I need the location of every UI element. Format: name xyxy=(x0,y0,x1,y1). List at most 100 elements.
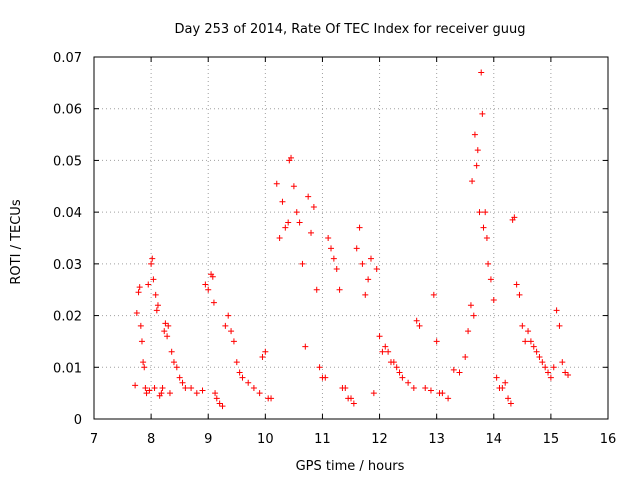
data-point xyxy=(299,260,306,267)
data-point xyxy=(396,369,403,376)
data-point xyxy=(539,359,546,366)
axis-ticks: 7 8 9 10 11 12 13 14 15 16 0 0.01 0.02 0.03 0.04 0.05 0.… xyxy=(53,51,616,447)
data-point xyxy=(353,245,360,252)
data-point xyxy=(416,322,423,329)
plot-frame xyxy=(93,56,609,420)
data-point xyxy=(137,322,144,329)
data-point xyxy=(522,338,529,345)
data-point xyxy=(146,387,153,394)
data-point xyxy=(268,395,275,402)
data-point xyxy=(152,291,159,298)
data-point xyxy=(288,154,295,161)
data-point xyxy=(199,387,206,394)
data-point xyxy=(212,390,219,397)
data-point xyxy=(153,307,160,314)
y-tick-label: 0.06 xyxy=(53,103,82,118)
data-point xyxy=(296,219,303,226)
data-point xyxy=(410,384,417,391)
data-point xyxy=(356,224,363,231)
data-point xyxy=(471,131,478,138)
x-tick-label: 9 xyxy=(204,432,212,447)
data-point xyxy=(330,255,337,262)
data-point xyxy=(350,400,357,407)
data-point xyxy=(487,276,494,283)
x-tick-label: 14 xyxy=(486,432,503,447)
data-point xyxy=(365,276,372,283)
data-point xyxy=(556,322,563,329)
y-tick-label: 0 xyxy=(74,413,82,428)
data-point xyxy=(282,224,289,231)
data-point xyxy=(142,384,149,391)
data-point xyxy=(565,372,572,379)
data-point xyxy=(370,390,377,397)
data-point xyxy=(469,178,476,185)
data-point xyxy=(525,328,532,335)
data-point xyxy=(467,302,474,309)
data-point xyxy=(209,273,216,280)
data-point xyxy=(530,343,537,350)
data-point xyxy=(145,281,152,288)
data-point xyxy=(179,379,186,386)
data-point xyxy=(236,369,243,376)
data-point xyxy=(536,353,543,360)
data-point xyxy=(553,307,560,314)
data-point xyxy=(302,343,309,350)
data-point xyxy=(305,193,312,200)
data-point xyxy=(138,338,145,345)
data-point xyxy=(490,297,497,304)
data-point xyxy=(136,284,143,291)
data-point xyxy=(256,390,263,397)
data-point xyxy=(359,260,366,267)
data-point xyxy=(474,147,481,154)
data-point xyxy=(310,203,317,210)
data-point xyxy=(293,209,300,216)
grid-lines xyxy=(94,57,608,419)
data-point xyxy=(367,255,374,262)
data-point xyxy=(507,400,514,407)
data-point xyxy=(173,364,180,371)
data-point xyxy=(170,359,177,366)
y-tick-label: 0.03 xyxy=(53,258,82,273)
x-tick-label: 7 xyxy=(90,432,98,447)
data-point xyxy=(313,286,320,293)
data-point xyxy=(542,364,549,371)
data-point xyxy=(316,364,323,371)
x-tick-label: 13 xyxy=(428,432,445,447)
data-point xyxy=(135,289,142,296)
data-point xyxy=(379,348,386,355)
x-tick-label: 15 xyxy=(543,432,560,447)
x-axis-label: GPS time / hours xyxy=(296,459,405,474)
data-point xyxy=(533,348,540,355)
data-point xyxy=(502,379,509,386)
data-point xyxy=(213,395,220,402)
data-point xyxy=(485,260,492,267)
data-point xyxy=(158,390,165,397)
data-point xyxy=(250,384,257,391)
data-point xyxy=(230,338,237,345)
data-point xyxy=(399,374,406,381)
data-point xyxy=(259,353,266,360)
data-series xyxy=(132,69,572,410)
data-point xyxy=(465,328,472,335)
data-point xyxy=(513,281,520,288)
data-point xyxy=(336,286,343,293)
data-point xyxy=(132,382,139,389)
data-point xyxy=(550,364,557,371)
data-point xyxy=(133,309,140,316)
y-tick-label: 0.07 xyxy=(53,51,82,66)
data-point xyxy=(141,364,148,371)
data-point xyxy=(290,183,297,190)
data-point xyxy=(308,229,315,236)
data-point xyxy=(382,343,389,350)
data-point xyxy=(225,312,232,319)
data-point xyxy=(559,359,566,366)
data-point xyxy=(376,333,383,340)
y-tick-label: 0.05 xyxy=(53,154,82,169)
data-point xyxy=(479,110,486,117)
data-point xyxy=(362,291,369,298)
data-point xyxy=(222,322,229,329)
data-point xyxy=(262,348,269,355)
data-point xyxy=(390,359,397,366)
data-point xyxy=(161,328,168,335)
data-point xyxy=(239,374,246,381)
